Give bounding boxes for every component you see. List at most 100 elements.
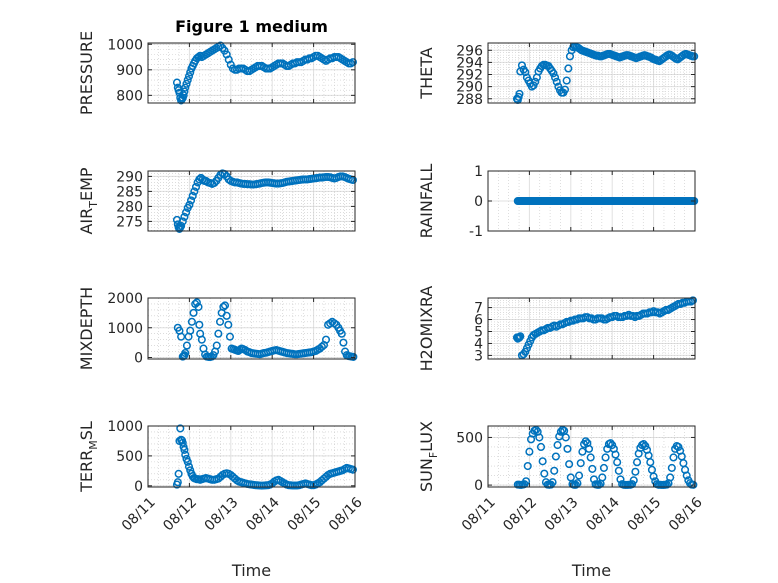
y-tick-label: 4 (474, 336, 483, 352)
x-tick-label: 08/14 (243, 494, 283, 534)
series-markers (513, 425, 698, 489)
y-tick-label: 0 (134, 479, 143, 495)
data-point (586, 453, 595, 462)
y-tick-label: 1000 (107, 419, 143, 435)
data-point (172, 78, 182, 87)
data-point (674, 442, 683, 452)
data-point (641, 441, 650, 451)
data-point (191, 182, 201, 191)
data-point (561, 433, 570, 442)
data-point (215, 317, 225, 326)
axes-frame (487, 297, 696, 360)
y-axis-label: MIXDEPTH (77, 287, 96, 370)
data-point (575, 471, 584, 480)
data-point (180, 87, 189, 96)
y-tick-label: 3 (474, 348, 483, 364)
data-point (689, 480, 698, 489)
series-markers (172, 41, 357, 105)
data-point (182, 208, 191, 217)
y-tick-label: 275 (116, 214, 143, 230)
data-point (192, 298, 201, 307)
data-point (551, 73, 560, 82)
data-point (556, 427, 565, 436)
data-point (531, 77, 540, 86)
data-point (669, 453, 678, 462)
data-point (184, 462, 194, 471)
data-point (550, 466, 559, 475)
data-point (194, 52, 203, 62)
x-tick-label: 08/14 (583, 494, 623, 534)
series-markers (513, 196, 699, 206)
data-point (688, 296, 697, 305)
data-point (178, 217, 187, 226)
y-tick-label: 0 (474, 194, 483, 210)
data-point (185, 200, 194, 209)
data-point (560, 85, 570, 94)
data-point (219, 302, 228, 311)
data-point (536, 442, 546, 452)
x-tick-label: 08/15 (624, 494, 664, 534)
y-axis-label: SUNFLUX (417, 421, 440, 492)
data-point (531, 425, 541, 434)
data-point (517, 61, 526, 70)
data-point (578, 447, 587, 456)
data-point (178, 438, 187, 447)
data-point (179, 91, 188, 100)
data-point (540, 469, 549, 478)
data-point (611, 450, 620, 459)
data-point (321, 335, 331, 344)
data-point (187, 317, 196, 326)
x-tick-label: 08/15 (284, 494, 324, 534)
data-point (212, 341, 221, 350)
data-point (538, 457, 547, 466)
data-point (190, 187, 199, 196)
data-point (613, 458, 622, 467)
y-tick-label: 0 (474, 478, 483, 494)
y-tick-label: 7 (474, 301, 483, 317)
data-point (682, 471, 691, 480)
x-tick-label: 08/11 (119, 494, 159, 534)
data-point (210, 178, 219, 188)
series-markers (172, 424, 357, 490)
data-point (187, 196, 196, 205)
axes-frame (487, 425, 696, 488)
data-point (523, 461, 532, 471)
y-tick-label: -1 (469, 224, 483, 240)
axes-frame (147, 42, 356, 104)
y-tick-label: 500 (456, 430, 483, 446)
data-point (180, 212, 189, 221)
y-tick-label: 900 (116, 63, 143, 79)
x-tick-label: 08/11 (459, 494, 499, 534)
data-point (571, 480, 580, 489)
data-point (690, 196, 699, 206)
y-axis-label: RAINFALL (417, 164, 436, 239)
data-point (194, 302, 203, 311)
data-point (189, 308, 198, 317)
y-tick-label: 1000 (107, 321, 143, 337)
data-point (188, 191, 197, 200)
y-axis-label: THETA (417, 47, 436, 99)
data-point (181, 450, 190, 459)
data-point (235, 345, 244, 354)
data-point (197, 335, 206, 344)
x-tick-label: 08/16 (326, 494, 366, 534)
data-point (581, 437, 590, 446)
data-point (535, 433, 544, 442)
data-point (614, 466, 623, 475)
data-point (224, 320, 233, 329)
series-markers (512, 296, 697, 360)
y-tick-label: 500 (116, 449, 143, 465)
data-point (598, 473, 607, 482)
data-point (180, 445, 189, 454)
chart-title: Figure 1 medium (175, 17, 328, 36)
y-axis-label: AIRTEMP (77, 167, 100, 234)
data-point (195, 320, 204, 329)
data-point (606, 439, 615, 448)
data-point (573, 479, 582, 488)
x-tick-label: 08/13 (542, 494, 582, 534)
series-markers (172, 169, 357, 233)
data-point (690, 52, 699, 61)
y-tick-label: 288 (456, 92, 483, 108)
data-point (174, 469, 183, 478)
